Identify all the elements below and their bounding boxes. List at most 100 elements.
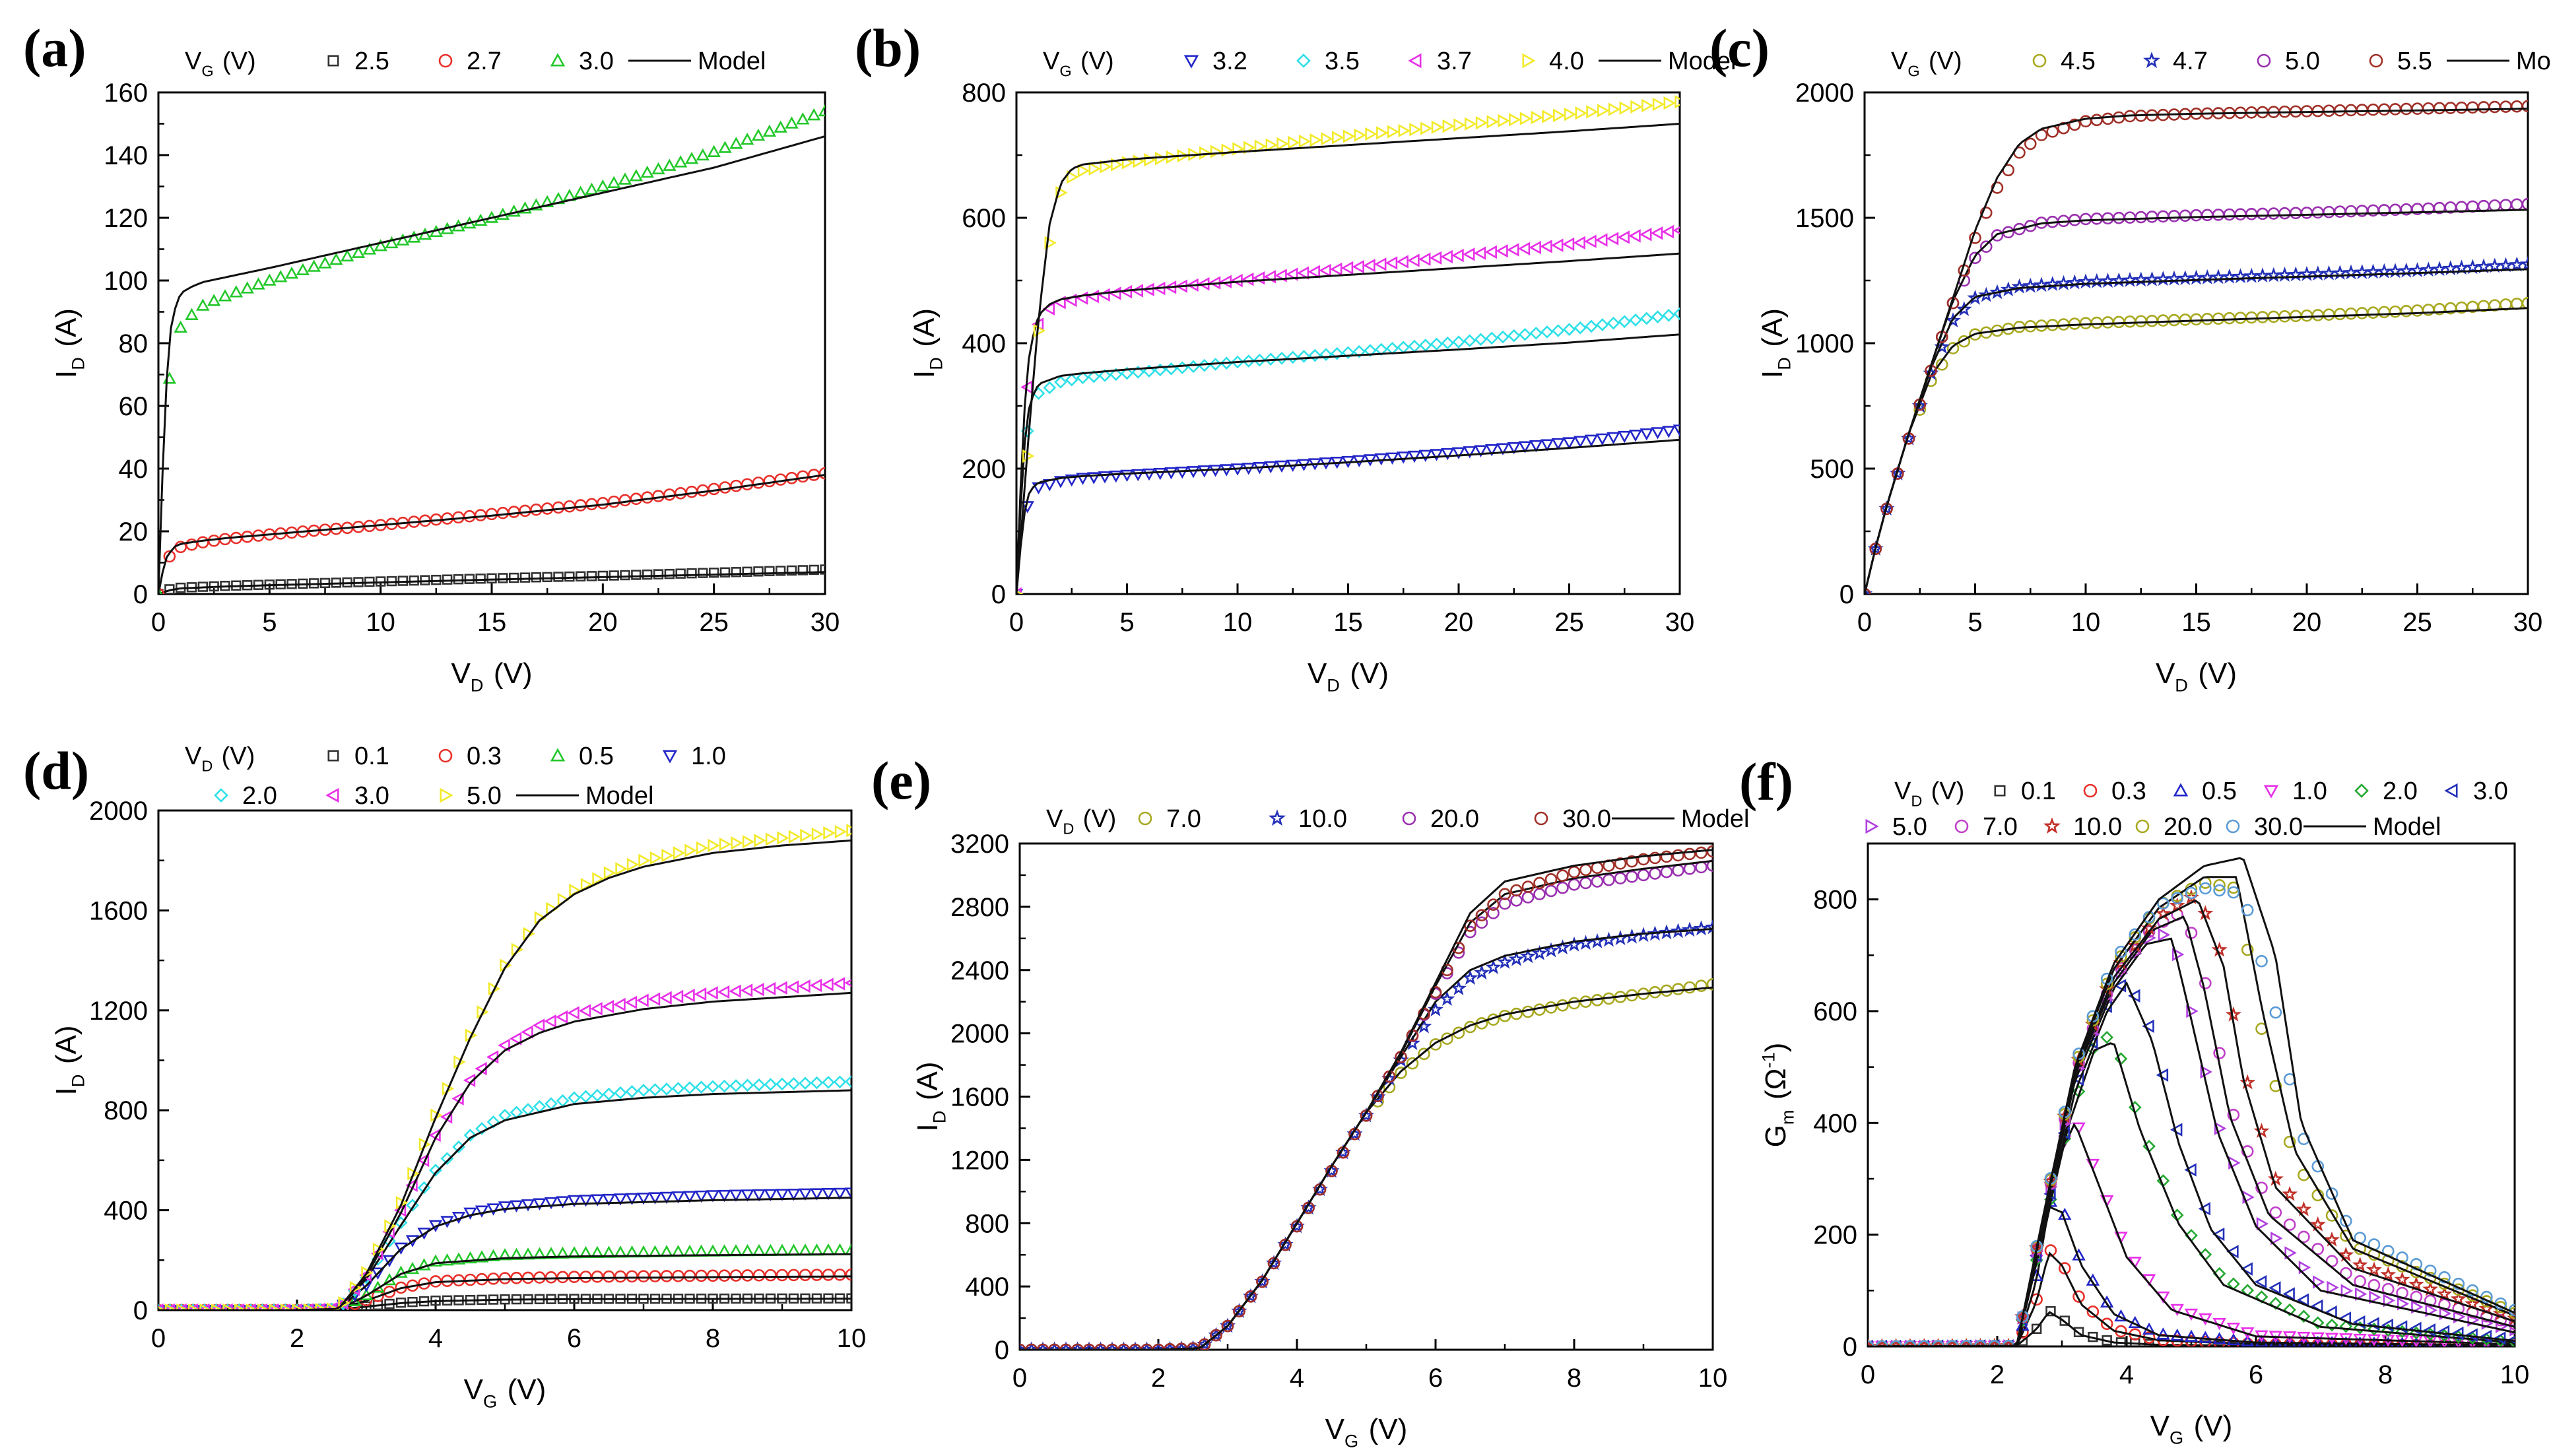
- data-point: [1660, 850, 1673, 863]
- legend-label: 4.5: [2061, 48, 2096, 75]
- data-point: [636, 993, 649, 1007]
- legend-model-label: Model: [1681, 805, 1750, 833]
- data-point: [475, 574, 486, 584]
- data-point: [2394, 1271, 2410, 1287]
- legend-label: 0.5: [2202, 778, 2237, 805]
- legend-label: 2.7: [467, 48, 502, 75]
- data-point: [2199, 977, 2212, 989]
- data-point: [2123, 315, 2137, 328]
- x-tick-label: 0: [1857, 608, 1872, 637]
- data-point: [1658, 924, 1675, 940]
- data-point: [810, 1188, 824, 1201]
- data-point: [2171, 892, 2183, 905]
- data-point: [673, 155, 688, 168]
- legend-label: 4.7: [2173, 48, 2208, 75]
- data-point: [741, 1189, 754, 1202]
- y-tick-label: 0: [1843, 1333, 1857, 1362]
- data-point: [2344, 104, 2358, 117]
- data-point: [567, 1246, 581, 1259]
- legend-marker: [1402, 811, 1416, 826]
- data-point: [1673, 424, 1680, 437]
- data-point: [475, 1250, 489, 1263]
- data-point: [1418, 252, 1431, 266]
- series-f-2.0: [1868, 1030, 2515, 1346]
- data-point: [845, 1075, 851, 1088]
- data-point: [2129, 928, 2142, 941]
- data-point: [1541, 325, 1554, 339]
- x-axis-label: VD (V): [451, 657, 532, 695]
- x-axis-label: VG (V): [464, 1373, 547, 1411]
- data-point: [684, 844, 697, 857]
- data-point: [2072, 1290, 2085, 1303]
- data-point: [787, 1243, 801, 1256]
- data-point: [597, 496, 609, 510]
- data-point: [1628, 229, 1641, 243]
- x-axis-label: VD (V): [1308, 657, 1389, 695]
- data-point: [618, 172, 632, 185]
- data-point: [1395, 1067, 1407, 1079]
- data-point: [2146, 211, 2158, 223]
- data-point: [187, 1303, 201, 1310]
- data-point: [407, 230, 421, 243]
- data-point: [1117, 1343, 1130, 1350]
- data-point: [2186, 1004, 2199, 1018]
- data-point: [2170, 1328, 2184, 1341]
- data-point: [1498, 897, 1511, 910]
- legend-label: 30.0: [1562, 805, 1611, 833]
- data-point: [671, 989, 684, 1004]
- data-point: [706, 1190, 720, 1203]
- data-point: [1451, 248, 1464, 263]
- legend-marker: [1522, 53, 1536, 69]
- data-point: [2170, 1304, 2184, 1317]
- data-point: [1662, 426, 1676, 438]
- data-point: [1088, 162, 1101, 176]
- data-point: [2450, 1290, 2467, 1306]
- data-point: [158, 1306, 166, 1310]
- y-tick-label: 20: [119, 517, 149, 546]
- data-point: [1053, 476, 1068, 488]
- model-line: [1868, 1122, 2515, 1346]
- data-point: [1462, 970, 1478, 985]
- data-point: [663, 488, 676, 501]
- data-area: [158, 104, 825, 594]
- data-point: [787, 1076, 801, 1090]
- data-point: [2521, 197, 2528, 211]
- data-point: [568, 1271, 581, 1283]
- legend-d: VD (V) 0.1 0.3 0.5 1.0 2.0 3.0 5.0 Model: [185, 743, 726, 810]
- data-point: [620, 570, 630, 581]
- data-point: [2311, 1243, 2325, 1255]
- data-point: [2486, 257, 2503, 273]
- data-point: [1562, 437, 1576, 449]
- data-point: [1044, 236, 1057, 250]
- data-point: [754, 834, 766, 847]
- data-point: [1673, 307, 1680, 321]
- data-point: [660, 1082, 673, 1096]
- data-point: [1290, 1220, 1304, 1233]
- data-point: [2199, 882, 2212, 895]
- data-point: [2241, 904, 2254, 917]
- data-point: [2254, 1274, 2267, 1289]
- legend-marker: [1408, 53, 1422, 69]
- data-point: [2296, 1201, 2312, 1216]
- data-point: [1496, 443, 1510, 455]
- y-tick-label: 60: [119, 392, 149, 421]
- data-point: [2201, 209, 2214, 222]
- data-point: [2333, 308, 2346, 321]
- data-point: [1661, 224, 1674, 239]
- data-point: [1242, 272, 1254, 286]
- data-point: [1510, 884, 1523, 897]
- data-point: [1597, 104, 1610, 117]
- y-tick-label: 0: [1839, 580, 1854, 609]
- series-d-0.5: [158, 1243, 851, 1310]
- data-point: [845, 1268, 851, 1281]
- data-point: [533, 1271, 546, 1284]
- data-point: [797, 565, 809, 576]
- legend-label: 5.0: [467, 782, 502, 810]
- data-point: [629, 169, 644, 182]
- data-area: [158, 824, 851, 1310]
- data-point: [1574, 436, 1587, 448]
- data-point: [2234, 312, 2247, 324]
- data-point: [2451, 1326, 2464, 1340]
- data-point: [417, 1258, 431, 1271]
- panel-label-f: (f): [1739, 752, 1793, 812]
